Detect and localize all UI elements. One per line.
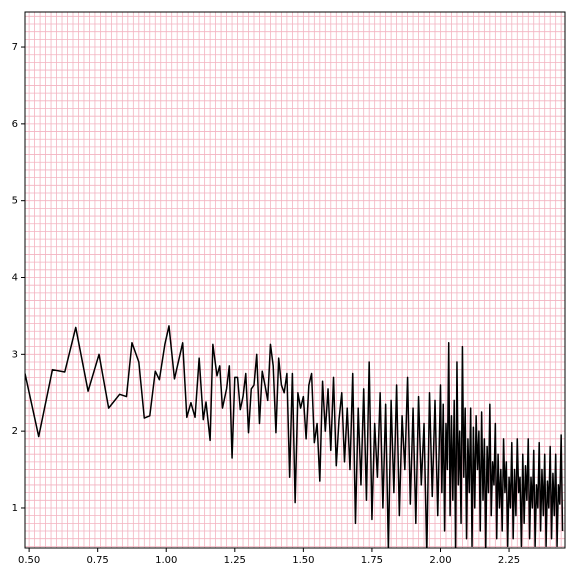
y-tick-label: 1: [12, 503, 18, 514]
y-tick-label: 7: [12, 42, 18, 53]
x-tick-label: 2.00: [429, 555, 451, 566]
x-tick-label: 0.50: [18, 555, 40, 566]
data-line: [25, 325, 564, 548]
lines: [25, 325, 564, 548]
x-tick-label: 2.25: [498, 555, 520, 566]
plot-frame: [24, 11, 566, 549]
y-tick-label: 4: [12, 273, 18, 284]
y-tick-label: 5: [12, 196, 18, 207]
y-tick-label: 2: [12, 426, 18, 437]
x-tick-label: 1.75: [361, 555, 383, 566]
x-tick-label: 0.75: [87, 555, 109, 566]
x-tick-label: 1.25: [224, 555, 246, 566]
axes: 0.50 0.75 1.00 1.25 1.50 1.75 2.00 2.25 1 2 3 4 5 6 7: [12, 11, 566, 566]
x-tick-label: 1.50: [292, 555, 314, 566]
y-tick-label: 3: [12, 349, 18, 360]
grid: [25, 12, 565, 548]
y-tick-label: 6: [12, 119, 18, 130]
x-tick-label: 1.00: [155, 555, 177, 566]
